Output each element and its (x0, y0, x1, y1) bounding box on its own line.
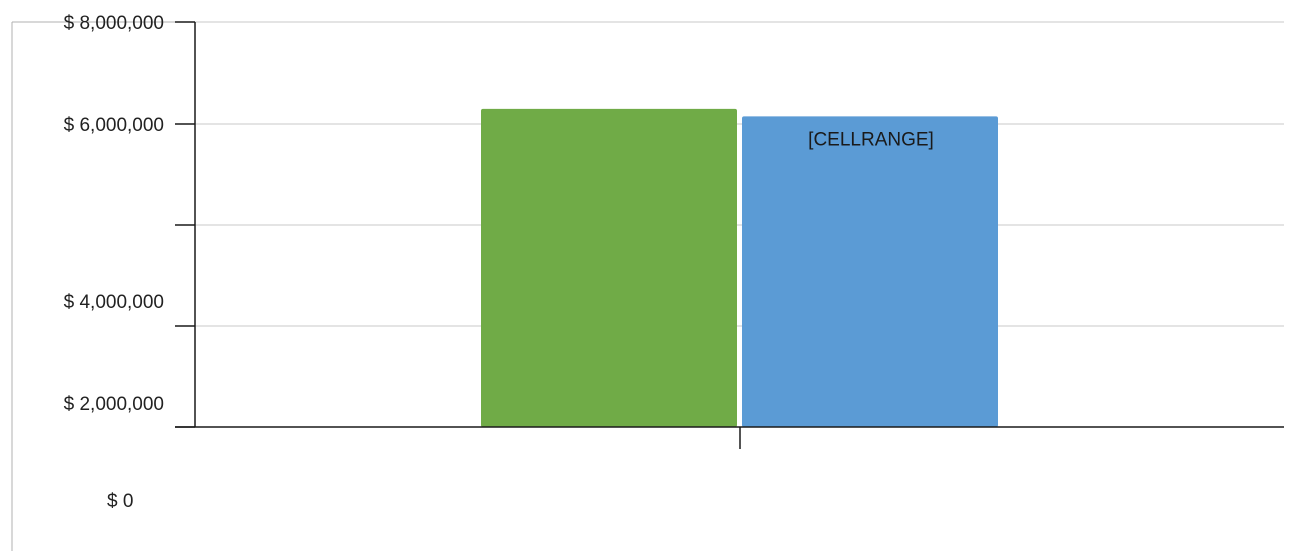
bar-series-1 (481, 108, 737, 427)
y-axis-tick-label: $ 8,000,000 (64, 13, 164, 34)
y-axis-tick-label: $ 2,000,000 (64, 394, 164, 415)
y-axis-tick-labels: $ 8,000,000 $ 6,000,000 $ 4,000,000 $ 2,000… (64, 13, 164, 415)
bar-series-2 (742, 116, 998, 428)
y-axis-ticks (175, 21, 195, 428)
y-axis-tick-label: $ 6,000,000 (64, 115, 164, 136)
gridlines (195, 21, 1284, 327)
data-labels: [CELLRANGE] (808, 129, 934, 150)
y-axis-zero-label: $ 0 (107, 491, 133, 512)
bar-data-label: [CELLRANGE] (808, 129, 934, 150)
bars (481, 108, 998, 428)
y-axis-tick-label: $ 4,000,000 (64, 292, 164, 313)
